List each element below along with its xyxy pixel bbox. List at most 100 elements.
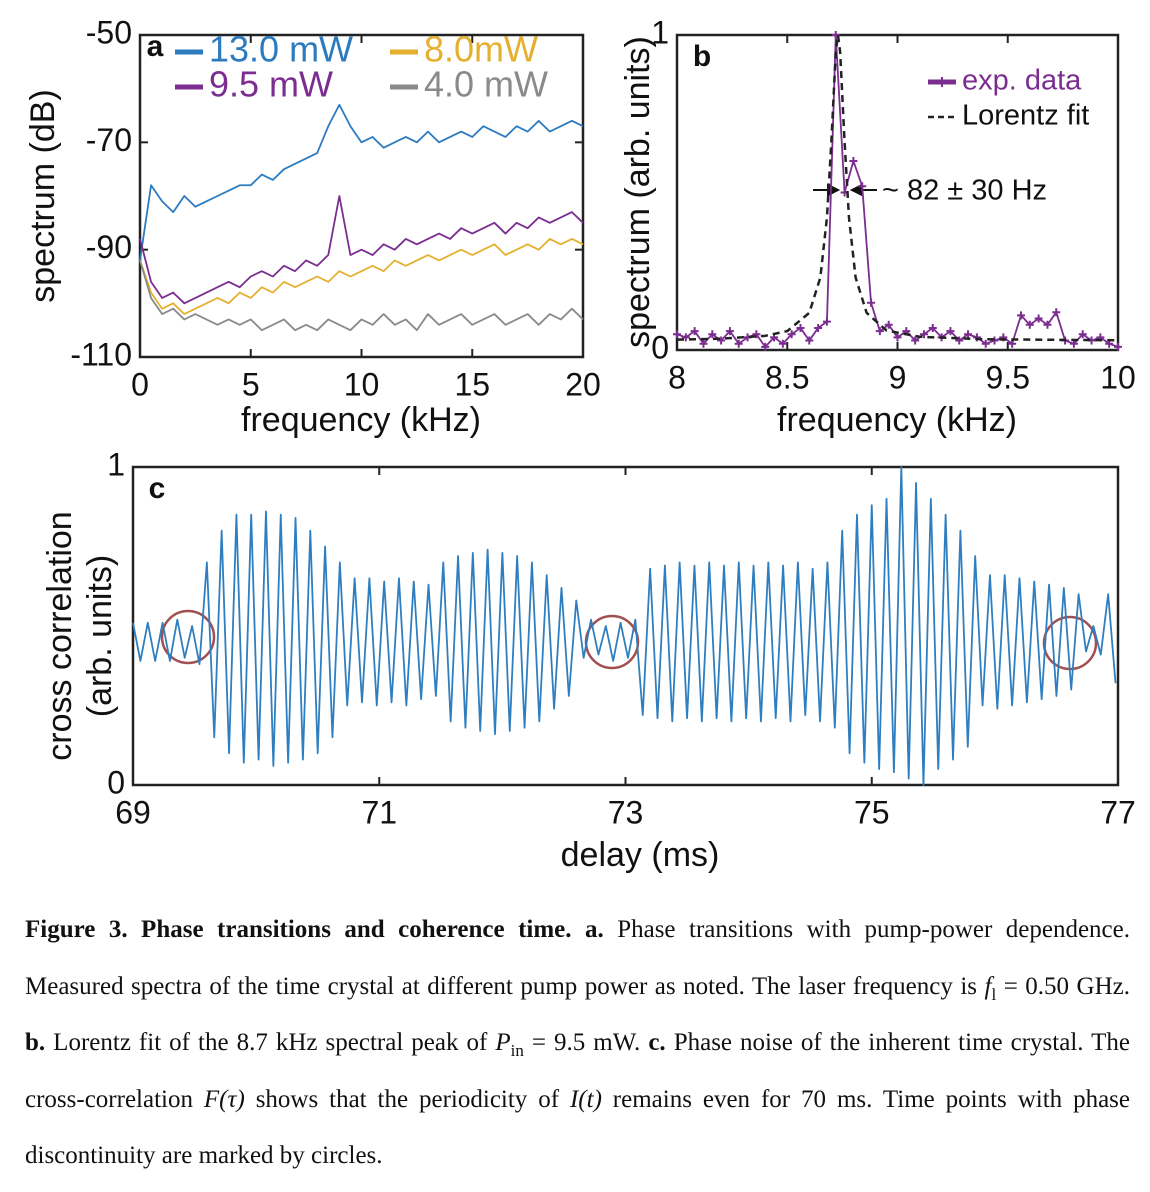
data-point: [822, 317, 831, 326]
y-tick-label: 0: [107, 764, 125, 800]
x-tick-label: 8.5: [765, 359, 809, 395]
caption-math: P: [495, 1029, 511, 1056]
data-point: [831, 31, 840, 39]
circle: [160, 609, 216, 665]
y-tick-label: 0: [651, 329, 669, 365]
x-tick-label: 0: [131, 366, 149, 402]
x-tick-label: 75: [854, 794, 890, 830]
annotation: ~ 82 ± 30 Hz: [882, 175, 1047, 207]
data-point: [928, 323, 937, 332]
data-point: [778, 339, 787, 348]
data-point: [752, 330, 761, 339]
data-point: [796, 323, 805, 332]
x-axis-label: frequency (kHz): [777, 401, 1017, 439]
figure-caption: Figure 3. Phase transitions and coherenc…: [25, 902, 1130, 1185]
legend-label: 9.5 mW: [209, 64, 333, 105]
data-point: [955, 336, 964, 345]
legend-label: 13.0 mW: [209, 29, 353, 70]
data-line: [676, 33, 1119, 342]
data-point: [805, 336, 814, 345]
x-tick-label: 8: [668, 359, 686, 395]
data-point: [1025, 320, 1034, 329]
y-axis-label: cross correlation: [41, 511, 79, 760]
data-point: [911, 336, 920, 345]
x-tick-label: 73: [608, 794, 644, 830]
x-tick-label: 10: [344, 366, 380, 402]
x-tick-label: 15: [454, 366, 490, 402]
caption-math: f: [984, 972, 992, 1000]
caption-math: F(τ): [203, 1085, 245, 1113]
x-tick-label: 5: [242, 366, 260, 402]
x-tick-label: 77: [1100, 794, 1136, 830]
data-line: [139, 195, 584, 305]
caption-text: b.: [25, 1029, 46, 1056]
y-tick-label: -70: [86, 122, 132, 158]
caption-text: remains even for 70 ms. Time points with…: [25, 1085, 1130, 1170]
data-line: [132, 466, 1117, 786]
data-point: [964, 330, 973, 339]
data-line: [139, 260, 584, 332]
data-point: [1078, 330, 1087, 339]
caption-text: Phase noise of the inherent time crystal…: [25, 1029, 1130, 1113]
y-tick-label: 1: [107, 446, 125, 482]
data-point: [1016, 311, 1025, 320]
data-point: [725, 327, 734, 336]
legend-label: Lorentz fit: [962, 100, 1089, 132]
data-point: [946, 327, 955, 336]
data-point: [884, 320, 893, 329]
data-point: [875, 327, 884, 336]
y-axis-label: spectrum (arb. units): [619, 36, 657, 348]
data-point: [814, 323, 823, 332]
x-tick-label: 10: [1100, 359, 1136, 395]
legend-label: 8.0mW: [424, 29, 538, 70]
data-point: [717, 336, 726, 345]
caption-math: in: [510, 1041, 524, 1060]
y-tick-label: -50: [86, 14, 132, 50]
legend-label: 4.0 mW: [424, 64, 548, 105]
x-tick-label: 9: [889, 359, 907, 395]
x-axis-label: delay (ms): [561, 836, 720, 874]
data-point: [673, 330, 681, 339]
caption-text: shows that the periodicity of: [244, 1085, 570, 1113]
data-point: [1052, 308, 1061, 317]
data-point: [867, 298, 876, 307]
legend-label: exp. data: [962, 65, 1082, 97]
x-tick-label: 71: [361, 794, 397, 830]
data-point: [981, 339, 990, 348]
data-point: [1114, 342, 1122, 351]
panel-letter: c: [149, 472, 166, 505]
data-point: [1034, 314, 1043, 323]
panel-letter: a: [147, 30, 164, 63]
x-tick-label: 20: [565, 366, 601, 402]
data-point: [1008, 339, 1017, 348]
data-point: [893, 333, 902, 342]
x-axis-label: frequency (kHz): [241, 401, 481, 439]
caption-text: = 0.50 GHz.: [996, 972, 1130, 1000]
data-line: [139, 103, 584, 261]
data-point: [849, 157, 858, 165]
x-tick-label: 69: [115, 794, 151, 830]
caption-text: c.: [648, 1029, 666, 1056]
y-tick-label: 1: [651, 14, 669, 50]
data-point: [919, 330, 928, 339]
caption-math: l: [991, 984, 997, 1004]
data-point: [690, 327, 699, 336]
y-axis-label: (arb. units): [81, 555, 119, 718]
x-tick-label: 9.5: [986, 359, 1030, 395]
y-tick-label: -90: [86, 229, 132, 265]
y-axis-label: spectrum (dB): [24, 89, 62, 303]
caption-text: = 9.5 mW.: [523, 1029, 649, 1056]
data-point: [681, 333, 690, 342]
caption-text: Phase transitions with pump-power depend…: [25, 916, 1130, 1000]
y-tick-label: -110: [70, 336, 132, 372]
caption-text: Figure 3. Phase transitions and coherenc…: [25, 916, 604, 943]
caption-math: I(t): [569, 1085, 602, 1113]
data-point: [761, 342, 770, 351]
data-point: [858, 182, 867, 191]
data-point: [708, 330, 717, 339]
data-point: [734, 339, 743, 348]
data-point: [699, 339, 708, 348]
data-point: [1043, 320, 1052, 329]
